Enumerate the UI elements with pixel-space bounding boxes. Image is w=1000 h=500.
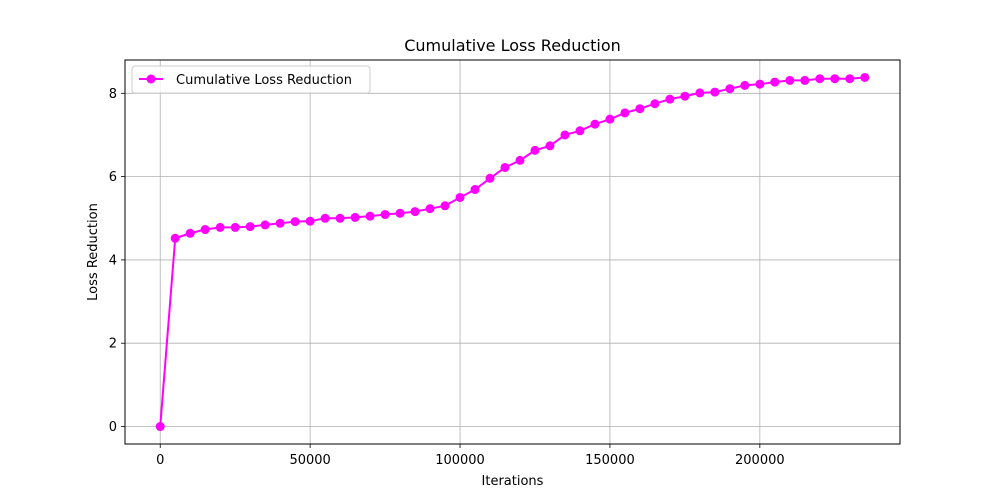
grid (125, 60, 900, 444)
data-point (230, 222, 240, 232)
data-point (515, 155, 525, 165)
x-tick-label: 200000 (735, 453, 785, 468)
data-point (800, 75, 810, 85)
data-point (590, 119, 600, 129)
data-point (305, 216, 315, 226)
data-point (365, 211, 375, 221)
legend-label: Cumulative Loss Reduction (176, 73, 352, 88)
y-tick-label: 2 (109, 337, 117, 352)
data-point (665, 94, 675, 104)
data-point (290, 217, 300, 227)
data-point (440, 201, 450, 211)
y-axis: 0 2 4 6 8 (109, 87, 125, 435)
data-point (245, 222, 255, 232)
data-point (710, 87, 720, 97)
data-point (470, 185, 480, 195)
legend-box (131, 65, 371, 94)
legend-marker-swatch (146, 74, 156, 84)
data-point (560, 130, 570, 140)
data-point (485, 173, 495, 183)
data-point (605, 114, 615, 124)
data-point (770, 77, 780, 87)
axes-frame (124, 59, 901, 445)
data-point (455, 192, 465, 202)
data-point (860, 72, 870, 82)
x-axis-label: Iterations (482, 474, 544, 489)
x-axis: 0 50000 100000 150000 200000 (156, 444, 785, 468)
x-tick-label: 0 (156, 453, 164, 468)
data-point (260, 220, 270, 230)
data-point (725, 84, 735, 94)
y-tick-label: 8 (109, 87, 117, 102)
data-point (410, 207, 420, 217)
data-point (695, 88, 705, 98)
data-point (500, 162, 510, 172)
data-point (155, 422, 165, 432)
x-tick-label: 100000 (435, 453, 485, 468)
data-point (650, 99, 660, 109)
data-point (395, 208, 405, 218)
data-point (215, 222, 225, 232)
data-point (740, 80, 750, 90)
data-point (845, 74, 855, 84)
data-point (575, 126, 585, 136)
data-point (200, 225, 210, 235)
data-point (680, 91, 690, 101)
y-tick-label: 0 (109, 420, 117, 435)
data-point (275, 218, 285, 228)
x-tick-label: 50000 (289, 453, 330, 468)
data-point (350, 212, 360, 222)
legend: Cumulative Loss Reduction (131, 65, 371, 94)
data-point (755, 79, 765, 89)
y-tick-label: 4 (109, 253, 117, 268)
data-point (635, 104, 645, 114)
chart-title: Cumulative Loss Reduction (404, 36, 621, 55)
data-point (380, 210, 390, 220)
data-point (785, 75, 795, 85)
data-point (320, 213, 330, 223)
x-tick-label: 150000 (585, 453, 635, 468)
y-axis-label: Loss Reduction (86, 203, 101, 301)
plot-area (155, 72, 870, 432)
y-tick-label: 6 (109, 170, 117, 185)
data-point (425, 204, 435, 214)
data-point (335, 213, 345, 223)
data-point (530, 145, 540, 155)
data-point (170, 233, 180, 243)
data-point (545, 141, 555, 151)
data-point (815, 74, 825, 84)
data-point (620, 108, 630, 118)
data-point (830, 74, 840, 84)
data-point (185, 228, 195, 238)
